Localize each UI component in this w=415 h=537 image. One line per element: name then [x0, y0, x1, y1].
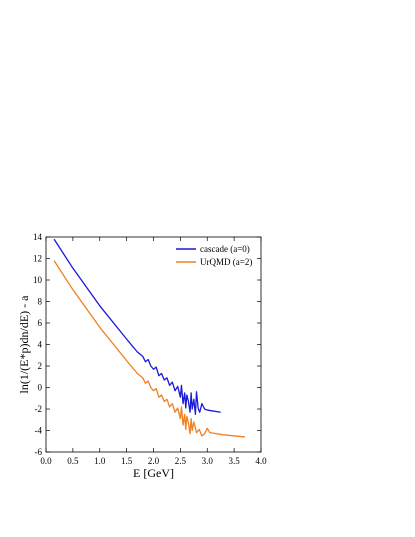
x-tick-label: 2.0: [148, 456, 160, 466]
x-tick-label: 2.5: [175, 456, 187, 466]
y-tick-label: -4: [35, 426, 43, 436]
y-tick-label: 6: [38, 318, 43, 328]
x-axis-title: E [GeV]: [133, 466, 174, 480]
y-tick-label: 8: [38, 297, 43, 307]
x-tick-label: 1.5: [121, 456, 133, 466]
legend: cascade (a=0) UrQMD (a=2): [176, 244, 252, 267]
legend-label-urqmd: UrQMD (a=2): [200, 257, 252, 267]
series-line-cascade: [53, 238, 221, 416]
y-tick-label: -6: [35, 447, 43, 457]
x-tick-label: 4.0: [255, 456, 267, 466]
x-tick-label: 3.5: [229, 456, 241, 466]
legend-label-cascade: cascade (a=0): [200, 244, 250, 254]
y-tick-label: 2: [38, 361, 43, 371]
x-tick-label: 0.5: [67, 456, 79, 466]
x-tick-label: 0.0: [40, 456, 52, 466]
x-tick-label: 3.0: [202, 456, 214, 466]
series-line-urqmd: [53, 260, 245, 438]
x-tick-label: 1.0: [94, 456, 106, 466]
y-tick-label: 12: [33, 254, 42, 264]
y-axis-title: ln(1/(E*p)dn/dE) - a: [17, 295, 31, 394]
y-tick-label: 4: [38, 340, 43, 350]
y-tick-label: -2: [35, 404, 43, 414]
y-tick-label: 10: [33, 275, 43, 285]
y-tick-label: 14: [33, 232, 43, 242]
y-tick-label: 0: [38, 383, 43, 393]
plot-frame: [45, 236, 262, 453]
